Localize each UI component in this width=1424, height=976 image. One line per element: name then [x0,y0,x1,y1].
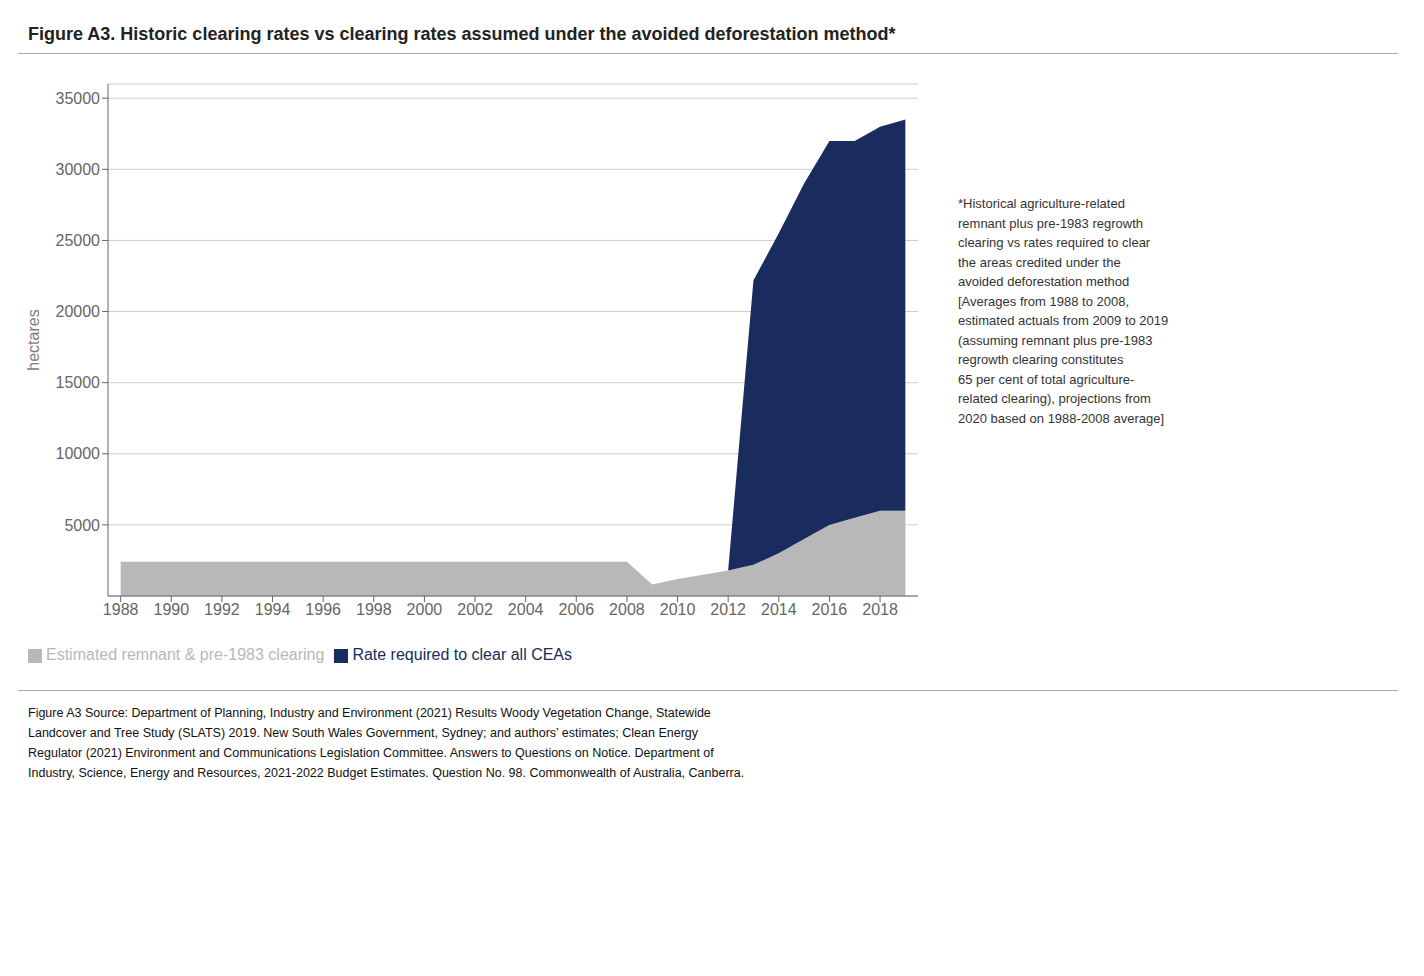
html-text:Industry, Science, Energy and: Industry, Science, Energy and Resources,… [28,766,745,780]
svg-text:1994: 1994 [255,601,291,618]
svg-text:2004: 2004 [508,601,544,618]
svg-text:10000: 10000 [56,445,101,462]
svg-text:5000: 5000 [64,517,100,534]
svg-text:2018: 2018 [862,601,898,618]
svg-text:30000: 30000 [56,161,101,178]
svg-text:25000: 25000 [56,232,101,249]
html-text:Figure A3. Historic clearing r: Figure A3. Historic clearing rates vs cl… [28,24,896,44]
html-text:Figure A3 Source: Department o: Figure A3 Source: Department of Planning… [28,706,711,720]
html-text:Rate required to clear all CEA: Rate required to clear all CEAs [352,646,572,663]
svg-text:2002: 2002 [457,601,493,618]
svg-text:1996: 1996 [305,601,341,618]
svg-text:1992: 1992 [204,601,240,618]
svg-text:2014: 2014 [761,601,797,618]
html-text:Estimated remnant & pre-1983 c: Estimated remnant & pre-1983 clearing [46,646,325,663]
svg-text:2010: 2010 [660,601,696,618]
svg-text:1990: 1990 [153,601,189,618]
svg-text:2016: 2016 [812,601,848,618]
svg-text:2000: 2000 [407,601,443,618]
svg-text:1988: 1988 [103,601,139,618]
html-text:*Historical agriculture-relate: *Historical agriculture-related remnant … [958,196,1169,426]
html-text:Landcover and Tree Study (SLAT: Landcover and Tree Study (SLATS) 2019. N… [28,726,698,740]
svg-text:35000: 35000 [56,90,101,107]
html-text:Regulator (2021) Environment a: Regulator (2021) Environment and Communi… [28,746,714,760]
svg-text:2012: 2012 [710,601,746,618]
svg-text:2006: 2006 [558,601,594,618]
svg-text:1998: 1998 [356,601,392,618]
svg-text:hectares: hectares [25,309,42,370]
svg-text:15000: 15000 [56,374,101,391]
svg-text:20000: 20000 [56,303,101,320]
svg-text:2008: 2008 [609,601,645,618]
